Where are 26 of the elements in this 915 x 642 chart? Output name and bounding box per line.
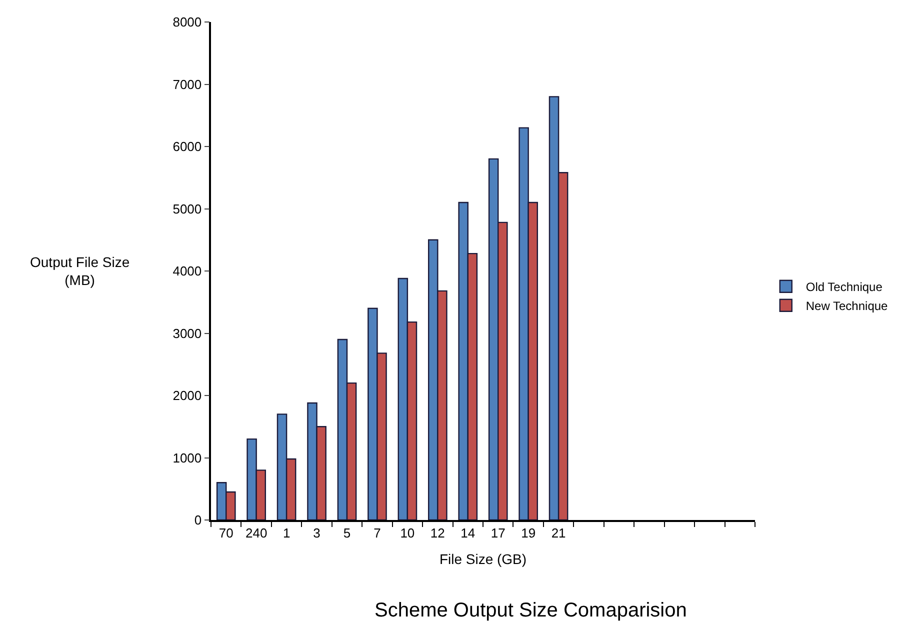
x-tick-label: 3 (313, 525, 320, 540)
x-axis-title: File Size (GB) (439, 551, 527, 568)
y-tick-label: 3000 (172, 326, 202, 341)
x-tick-label: 70 (218, 525, 234, 540)
y-tick-label: 4000 (172, 264, 202, 279)
y-tick-label: 1000 (172, 450, 202, 466)
x-tick-label: 1 (282, 525, 290, 540)
y-tick-label: 7000 (172, 76, 202, 92)
x-tick-label: 21 (551, 525, 566, 540)
y-tick-label: 6000 (172, 139, 202, 154)
x-tick-label: 7 (374, 525, 381, 540)
x-tick-label: 240 (245, 525, 268, 540)
x-tick-label: 10 (400, 525, 415, 540)
x-tick-label: 19 (521, 525, 536, 540)
y-axis-title: Output File Size (MB) (30, 254, 130, 288)
y-tick-label: 0 (194, 512, 202, 528)
x-tick-label: 12 (430, 525, 445, 540)
legend-label: Old Technique (806, 280, 883, 294)
x-tick-label: 17 (490, 525, 506, 540)
text: Scheme Output Size Comaparision (374, 599, 687, 622)
y-tick-label: 2000 (172, 388, 202, 404)
x-tick-label: 5 (343, 525, 351, 540)
y-tick-label: 8000 (172, 14, 202, 30)
legend-label: New Technique (806, 299, 888, 314)
x-tick-label: 14 (460, 525, 476, 540)
y-tick-label: 5000 (172, 201, 202, 216)
